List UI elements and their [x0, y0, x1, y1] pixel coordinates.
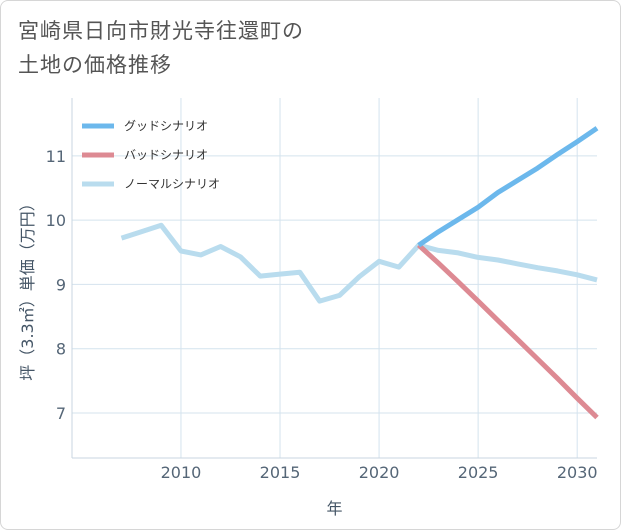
legend-label-normal-scenario: ノーマルシナリオ — [124, 177, 220, 191]
tick-labels: 2010 2015 2020 2025 2030 7 8 9 10 11 — [46, 147, 598, 482]
normal-scenario-line — [120, 222, 598, 304]
axes — [71, 98, 597, 459]
y-tick-label-10: 10 — [46, 211, 66, 230]
x-tick-label-2025: 2025 — [458, 463, 499, 482]
good-scenario-line — [417, 126, 599, 248]
bad-scenario-line — [417, 243, 599, 420]
x-tick-label-2010: 2010 — [161, 463, 202, 482]
y-tick-label-7: 7 — [56, 404, 66, 423]
x-tick-label-2015: 2015 — [260, 463, 301, 482]
x-axis-label: 年 — [326, 499, 342, 518]
chart-title: 宮崎県日向市財光寺往還町の 土地の価格推移 — [18, 14, 304, 82]
series-lines — [120, 126, 599, 420]
chart-title-line-1: 宮崎県日向市財光寺往還町の — [18, 19, 304, 43]
y-axis-label: 坪（3.3㎡）単価（万円） — [18, 195, 37, 380]
y-tick-label-9: 9 — [56, 275, 66, 294]
x-tick-label-2030: 2030 — [557, 463, 598, 482]
grid-lines — [72, 98, 597, 458]
legend-label-good-scenario: グッドシナリオ — [124, 119, 208, 133]
chart-title-line-2: 土地の価格推移 — [18, 53, 172, 77]
y-tick-label-8: 8 — [56, 340, 66, 359]
y-tick-label-11: 11 — [46, 147, 66, 166]
x-tick-label-2020: 2020 — [359, 463, 400, 482]
legend-label-bad-scenario: バッドシナリオ — [124, 148, 208, 162]
